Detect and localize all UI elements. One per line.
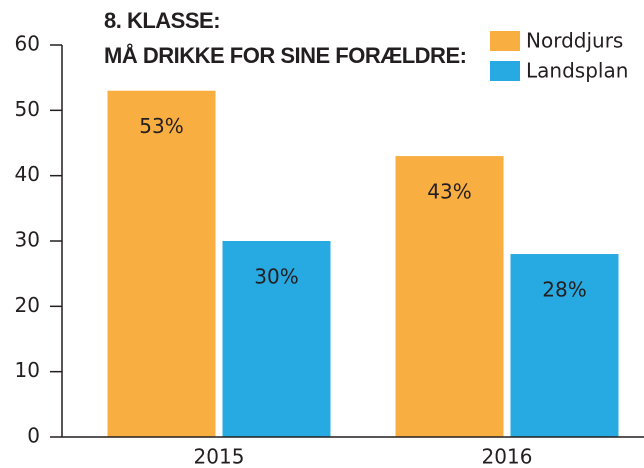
legend-swatch bbox=[490, 61, 520, 81]
y-tick-label: 60 bbox=[15, 32, 40, 56]
legend-label: Landsplan bbox=[526, 59, 628, 83]
y-tick-label: 10 bbox=[15, 358, 40, 382]
y-tick-label: 20 bbox=[15, 293, 40, 317]
x-tick-label: 2015 bbox=[194, 445, 245, 468]
bar bbox=[395, 156, 504, 438]
chart-title: 8. KLASSE: bbox=[104, 8, 220, 33]
value-label: 43% bbox=[427, 180, 471, 204]
y-tick-label: 30 bbox=[15, 228, 40, 252]
legend-swatch bbox=[490, 31, 520, 51]
legend-label: Norddjurs bbox=[526, 29, 623, 53]
x-tick-label: 2016 bbox=[482, 445, 533, 468]
value-label: 28% bbox=[542, 278, 586, 302]
y-tick-label: 0 bbox=[27, 424, 40, 448]
value-label: 30% bbox=[254, 265, 298, 289]
y-tick-label: 40 bbox=[15, 162, 40, 186]
bar bbox=[107, 90, 216, 437]
value-label: 53% bbox=[139, 114, 183, 138]
bar bbox=[510, 254, 619, 437]
chart-subtitle: MÅ DRIKKE FOR SINE FORÆLDRE: bbox=[104, 42, 466, 68]
y-tick-label: 50 bbox=[15, 97, 40, 121]
bar bbox=[222, 241, 331, 437]
